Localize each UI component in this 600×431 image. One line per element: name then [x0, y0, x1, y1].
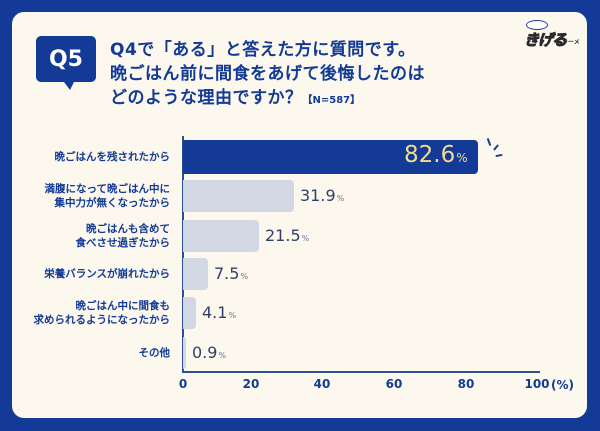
- bar: [183, 337, 186, 369]
- bar-value: 21.5%: [265, 226, 309, 245]
- row-label-line: 集中力が無くなったから: [54, 197, 171, 209]
- bar-value: 31.9%: [300, 186, 344, 205]
- logo-text: きげる: [523, 31, 567, 50]
- row-label: 満腹になって晩ごはん中に 集中力が無くなったから: [45, 182, 170, 210]
- question-badge: Q5: [36, 36, 96, 90]
- row-label-line: 食べさせ過ぎたから: [75, 237, 171, 249]
- row-label-line: 晩ごはんも含めて: [86, 223, 170, 235]
- question-line-3-text: どのような理由ですか？: [110, 88, 303, 108]
- percent-sign: %: [336, 194, 345, 203]
- logo-subtext: ラーメ: [562, 39, 580, 46]
- value-number: 4.1: [202, 303, 228, 322]
- x-axis-unit: (%): [551, 378, 574, 392]
- percent-sign: %: [218, 351, 227, 360]
- sample-size: 【N=587】: [302, 95, 361, 106]
- question-line-1: Q4で「ある」と答えた方に質問です。: [110, 40, 416, 60]
- bar: [183, 297, 196, 329]
- percent-sign: %: [301, 234, 310, 243]
- x-tick: 0: [178, 377, 188, 391]
- bar: [183, 258, 208, 290]
- x-tick: 100: [524, 377, 550, 391]
- x-tick: 80: [457, 377, 475, 391]
- x-axis-line: [182, 371, 540, 373]
- row-label: 晩ごはんを残されたから: [55, 150, 171, 164]
- emphasis-burst-icon: [484, 137, 504, 164]
- value-number: 21.5: [265, 226, 301, 245]
- y-axis-line: [182, 136, 184, 372]
- x-tick: 20: [242, 377, 260, 391]
- value-number: 0.9: [192, 343, 218, 362]
- bar: [183, 220, 259, 252]
- row-label: 栄養バランスが崩れたから: [44, 267, 170, 281]
- percent-sign: %: [456, 151, 468, 165]
- bar-value: 82.6%: [404, 142, 468, 168]
- card: [12, 12, 587, 418]
- row-label: 晩ごはん中に間食も 求められるようになったから: [34, 299, 171, 327]
- value-number: 82.6: [404, 142, 456, 168]
- question-title: Q4で「ある」と答えた方に質問です。 晩ごはん前に間食をあげて後悔したのは どの…: [110, 38, 510, 113]
- bar-value: 4.1%: [202, 303, 236, 322]
- row-label: その他: [139, 346, 171, 360]
- value-number: 7.5: [214, 264, 240, 283]
- row-label-line: 晩ごはん中に間食も: [75, 300, 171, 312]
- logo-badge-icon: [526, 20, 548, 30]
- row-label-line: その他: [138, 347, 171, 359]
- row-label-line: 晩ごはんを残されたから: [54, 151, 171, 163]
- row-label-line: 満腹になって晩ごはん中に: [44, 183, 170, 195]
- value-number: 31.9: [300, 186, 336, 205]
- question-line-3: どのような理由ですか？【N=587】: [110, 86, 510, 113]
- bar-highlight: [183, 140, 478, 174]
- bar-value: 7.5%: [214, 264, 248, 283]
- x-tick: 40: [313, 377, 331, 391]
- question-line-2: 晩ごはん前に間食をあげて後悔したのは: [110, 64, 425, 84]
- row-label-line: 栄養バランスが崩れたから: [44, 268, 170, 280]
- row-label-line: 求められるようになったから: [33, 314, 171, 326]
- row-label: 晩ごはんも含めて 食べさせ過ぎたから: [76, 222, 171, 250]
- percent-sign: %: [240, 272, 249, 281]
- bar: [183, 180, 294, 212]
- x-tick: 60: [385, 377, 403, 391]
- bar-value: 0.9%: [192, 343, 226, 362]
- x-axis-ticks: 0 20 40 60 80 100: [0, 377, 600, 397]
- brand-logo: きげる ラーメ: [522, 18, 582, 50]
- percent-sign: %: [228, 311, 237, 320]
